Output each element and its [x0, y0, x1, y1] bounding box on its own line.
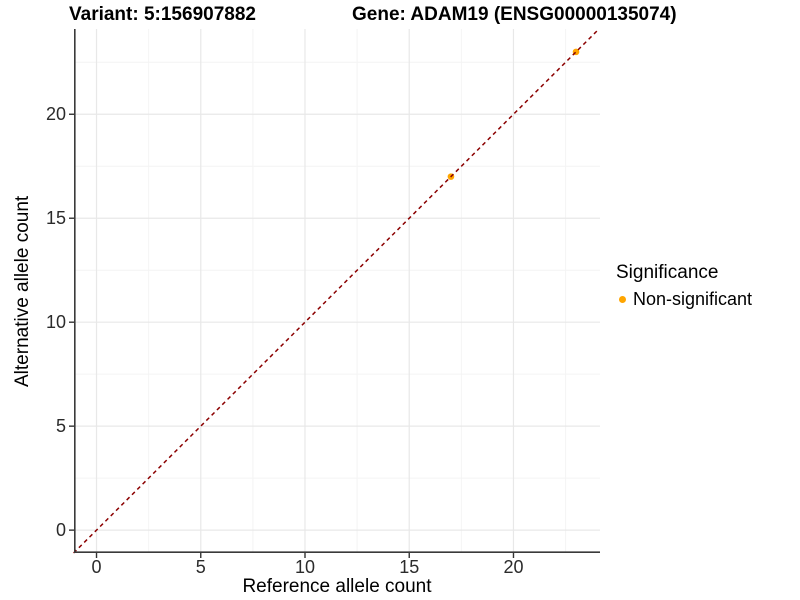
x-tick-label: 5	[195, 557, 206, 577]
y-tick-label: 10	[45, 312, 66, 333]
legend-title: Significance	[616, 262, 719, 283]
legend-items: Non-significant	[616, 289, 752, 310]
x-tick-label: 0	[91, 557, 102, 577]
legend-point-icon	[619, 296, 626, 303]
gene-title: Gene: ADAM19 (ENSG00000135074)	[352, 4, 677, 25]
variant-title: Variant: 5:156907882	[69, 4, 256, 25]
legend-item-label: Non-significant	[633, 289, 753, 309]
y-tick-label: 15	[45, 208, 66, 229]
plot-panel-canvas	[69, 28, 600, 558]
y-tick-label: 0	[55, 520, 66, 541]
legend: Significance Non-significant	[616, 262, 752, 310]
legend-item: Non-significant	[616, 289, 752, 310]
x-tick-label: 10	[294, 557, 315, 577]
identity-line	[73, 28, 600, 554]
x-tick-label: 15	[399, 557, 420, 577]
y-tick-label: 5	[55, 416, 66, 437]
y-tick-label: 20	[45, 104, 66, 125]
x-tick-label: 20	[503, 557, 524, 577]
x-axis-title: Reference allele count	[242, 576, 432, 597]
plot-panel	[69, 28, 600, 558]
